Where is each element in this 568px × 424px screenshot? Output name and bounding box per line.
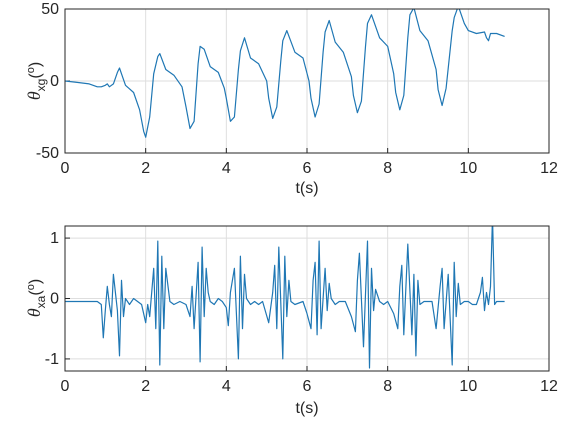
x-tick-label: 0 [61, 160, 70, 177]
y-tick-label: 1 [50, 230, 59, 247]
axes-box [64, 8, 550, 154]
y-axis-label: θxg(o) [24, 62, 48, 100]
panel-theta-xa: 0 2 4 6 8 10 12 -101 t(s) θxa(o) [24, 225, 558, 417]
x-tick-label: 8 [383, 160, 392, 177]
series-theta-xg [65, 9, 505, 138]
y-tick-labels: -1 0 1 [45, 230, 59, 368]
y-tick-label: 50 [41, 1, 59, 18]
y-axis-unit-close: ) [27, 62, 44, 67]
x-tick-label: 6 [303, 160, 312, 177]
x-tick-label: 2 [141, 160, 150, 177]
y-tick-label: -1 [45, 351, 59, 368]
y-axis-label: θxa(o) [24, 279, 48, 317]
y-axis-unit-open: ( [27, 73, 44, 79]
y-axis-unit-sup: o [25, 284, 37, 290]
y-tick-label: 0 [50, 73, 59, 90]
x-tick-label: 10 [459, 160, 477, 177]
x-tick-label: 4 [222, 160, 231, 177]
x-tick-label: 6 [303, 378, 312, 395]
y-tick-label: 0 [50, 291, 59, 308]
x-tick-label: 8 [383, 378, 392, 395]
x-tick-label: 4 [222, 378, 231, 395]
series-line [65, 226, 505, 369]
axes-box [64, 225, 550, 372]
y-axis-unit-open: ( [27, 290, 44, 296]
x-tick-label: 12 [540, 378, 558, 395]
x-axis-label: t(s) [295, 180, 318, 197]
x-tick-label: 0 [61, 378, 70, 395]
series-theta-xa [65, 226, 505, 369]
y-tick-labels: -50 0 50 [36, 1, 59, 162]
y-axis-symbol: θ [24, 91, 44, 100]
y-tick-label: -50 [36, 145, 59, 162]
y-axis-unit-close: ) [27, 279, 44, 284]
x-tick-labels: 0 2 4 6 8 10 12 [61, 378, 558, 395]
x-axis-label: t(s) [295, 400, 318, 417]
y-axis-unit-sup: o [25, 67, 37, 73]
y-axis-subscript: xa [34, 295, 48, 308]
y-axis-subscript: xg [34, 79, 48, 92]
series-line [65, 9, 505, 138]
x-tick-label: 10 [459, 378, 477, 395]
x-tick-label: 12 [540, 160, 558, 177]
x-tick-labels: 0 2 4 6 8 10 12 [61, 160, 558, 177]
y-axis-symbol: θ [24, 308, 44, 317]
x-tick-label: 2 [141, 378, 150, 395]
